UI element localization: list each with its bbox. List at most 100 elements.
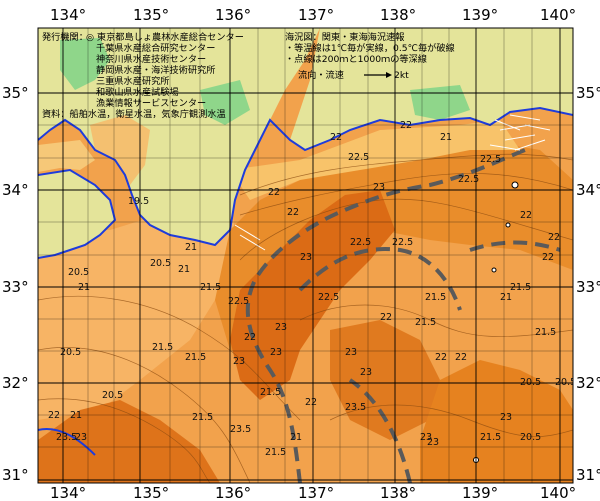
isotherm-label: 23 <box>300 252 312 263</box>
isotherm-label: 22.5 <box>348 152 369 163</box>
coastline-shikoku <box>38 168 117 259</box>
lon-label: 138° <box>380 6 416 24</box>
isotherm-label: 22 <box>520 210 532 221</box>
lon-label: 134° <box>50 484 86 501</box>
isotherm-label: 21.5 <box>260 387 281 398</box>
kuroshio-axis-main <box>245 148 526 483</box>
data-source: 資料：船舶水温，衛星水温，気象庁観測水温 <box>42 108 226 120</box>
land-highland-2 <box>200 80 250 125</box>
lon-label: 139° <box>462 6 498 24</box>
isotherm-label: 21.5 <box>425 292 446 303</box>
lon-label: 135° <box>133 6 169 24</box>
lat-label: 31° <box>576 466 600 484</box>
lat-labels-right: 35° 34° 33° 32° 31° <box>576 84 600 484</box>
current-legend-label: 流向・流速 <box>298 69 344 81</box>
lat-labels-left: 35° 34° 33° 32° 31° <box>2 84 29 484</box>
graticule <box>38 28 573 483</box>
lat-label: 33° <box>2 278 29 296</box>
lat-label: 34° <box>2 181 29 199</box>
isotherm-label: 20.5 <box>102 390 123 401</box>
graticule-minor <box>38 28 573 483</box>
chart-info-panel: 海況図：関東・東海海況速報 ・等温線は1℃毎が実線，0.5℃毎が破線 ・点線は2… <box>285 31 455 81</box>
lon-label: 137° <box>298 484 334 501</box>
isotherm-label: 21 <box>290 432 302 443</box>
isotherm-lines <box>38 153 573 483</box>
lat-label: 35° <box>2 84 29 102</box>
depth-note: ・点線は200ｍと1000ｍの等深線 <box>285 53 427 65</box>
lon-label: 137° <box>298 6 334 24</box>
publisher-heading: 発行機関： <box>42 31 88 43</box>
isotherm-label: 21.5 <box>535 327 556 338</box>
isotherm-label: 21.5 <box>510 282 531 293</box>
lat-label: 34° <box>576 181 600 199</box>
lon-label: 136° <box>215 6 251 24</box>
publisher-line: 千葉県水産総合研究センター <box>96 42 215 54</box>
isotherm-label: 23.5 <box>230 424 251 435</box>
isotherm-label: 23 <box>420 432 432 443</box>
land-highland-1 <box>60 38 110 90</box>
isotherm-label: 23 <box>270 347 282 358</box>
isotherm-label: 20.5 <box>520 377 541 388</box>
isotherm-label: 23 <box>360 367 372 378</box>
isotherm-label: 21 <box>185 242 197 253</box>
map-area: 19.5 20.5 21 20.5 21 21.5 20.5 21 22.5 2… <box>38 28 576 483</box>
isotherm-label: 23.5 <box>56 432 77 443</box>
sst-nearshore <box>230 120 520 200</box>
lon-label: 138° <box>380 484 416 501</box>
isotherm-label: 22.5 <box>350 237 371 248</box>
lon-labels-bottom: 134° 135° 136° 137° 138° 139° 140° <box>50 484 576 501</box>
isotherm-label: 22 <box>48 410 60 421</box>
sst-warm-band <box>215 140 573 360</box>
publisher-line: ◎ 東京都島しょ農林水産総合センター <box>86 31 244 43</box>
publisher-line: 神奈川県水産技術センター <box>96 53 206 65</box>
island-izu-1 <box>511 181 519 189</box>
isotherm-label: 20.5 <box>555 377 576 388</box>
isotherm-label: 23 <box>275 322 287 333</box>
current-legend-scale: 2kt <box>394 70 409 81</box>
isotherm-label: 22 <box>244 332 256 343</box>
land-kii-honshu <box>38 28 320 245</box>
isotherm-label: 20.5 <box>520 432 541 443</box>
isotherm-label: 21 <box>78 282 90 293</box>
kuroshio-axis-east <box>469 240 561 252</box>
island-izu-3 <box>491 267 497 273</box>
isotherm-label: 22 <box>435 352 447 363</box>
isotherm-label: 22.5 <box>392 237 413 248</box>
kuroshio-axis-branch <box>298 247 462 311</box>
lat-label: 32° <box>2 374 29 392</box>
lon-labels-top: 134° 135° 136° 137° 138° 139° 140° <box>50 6 576 24</box>
isotherm-label: 20.5 <box>68 267 89 278</box>
isotherm-label: 22 <box>330 132 342 143</box>
isotherm-label: 22 <box>268 187 280 198</box>
publisher-line: 和歌山県水産試験場 <box>96 86 179 98</box>
publisher-line: 漁業情報サービスセンター <box>96 97 206 109</box>
isotherm-label: 21.5 <box>415 317 436 328</box>
isotherm-label: 21 <box>500 292 512 303</box>
sst-warm-southwest <box>38 400 220 483</box>
current-legend-arrowhead <box>386 72 392 78</box>
isotherm-label: 21 <box>70 410 82 421</box>
isotherm-label: 21.5 <box>480 432 501 443</box>
isotherm-label: 22 <box>542 252 554 263</box>
lon-label: 136° <box>215 484 251 501</box>
isotherm-label: 22 <box>400 120 412 131</box>
isotherm-label-group: 19.5 20.5 21 20.5 21 21.5 20.5 21 22.5 2… <box>48 120 576 458</box>
seto-inland-sea <box>38 140 95 172</box>
coastline-southwest <box>38 428 96 456</box>
sst-warm-core <box>230 190 395 400</box>
isotherm-label: 22.5 <box>480 154 501 165</box>
lat-label: 35° <box>576 84 600 102</box>
land-shikoku <box>38 170 115 258</box>
land-highland-3 <box>410 85 470 120</box>
isotherm-label: 22 <box>548 232 560 243</box>
lat-label: 32° <box>576 374 600 392</box>
isotherm-label: 21 <box>440 132 452 143</box>
map-frame <box>37 27 574 484</box>
lon-label: 139° <box>462 484 498 501</box>
isotherm-label: 23 <box>427 437 439 448</box>
isotherm-label: 22 <box>455 352 467 363</box>
lon-label: 135° <box>133 484 169 501</box>
isotherm-label: 22 <box>305 397 317 408</box>
current-vectors <box>234 114 551 251</box>
